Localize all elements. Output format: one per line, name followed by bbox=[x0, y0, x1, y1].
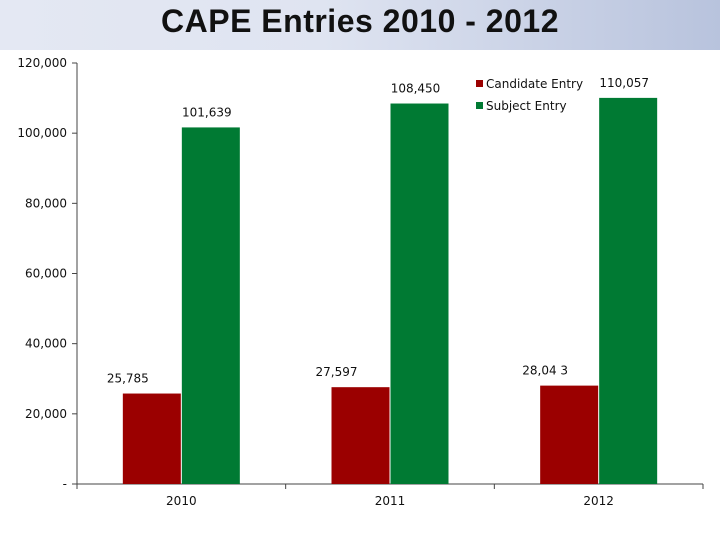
data-label: 27,597 bbox=[316, 365, 358, 379]
data-label: 108,450 bbox=[391, 82, 441, 96]
y-tick-label: - bbox=[63, 477, 67, 491]
subject-entry-bar bbox=[599, 97, 658, 484]
candidate-entry-bar bbox=[122, 393, 181, 484]
x-tick-label: 2010 bbox=[166, 494, 197, 508]
subject-entry-bar bbox=[390, 103, 449, 485]
data-label: 101,639 bbox=[182, 105, 232, 119]
data-label: 28,04 3 bbox=[522, 364, 568, 378]
y-tick-label: 100,000 bbox=[17, 126, 67, 140]
x-tick-label: 2012 bbox=[583, 494, 614, 508]
title-band bbox=[0, 0, 720, 50]
y-tick-label: 80,000 bbox=[25, 196, 67, 210]
legend-label: Subject Entry bbox=[486, 99, 567, 113]
y-tick-label: 20,000 bbox=[25, 407, 67, 421]
data-label: 110,057 bbox=[599, 76, 649, 90]
legend-swatch bbox=[476, 102, 483, 109]
y-tick-label: 40,000 bbox=[25, 337, 67, 351]
legend-swatch bbox=[476, 80, 483, 87]
data-label: 25,785 bbox=[107, 372, 149, 386]
chart-title: CAPE Entries 2010 - 2012 bbox=[161, 3, 559, 39]
y-tick-label: 60,000 bbox=[25, 267, 67, 281]
candidate-entry-bar bbox=[331, 387, 390, 484]
y-tick-label: 120,000 bbox=[17, 56, 67, 70]
x-tick-label: 2011 bbox=[375, 494, 406, 508]
legend-label: Candidate Entry bbox=[486, 77, 583, 91]
candidate-entry-bar bbox=[540, 385, 599, 484]
subject-entry-bar bbox=[181, 127, 240, 485]
